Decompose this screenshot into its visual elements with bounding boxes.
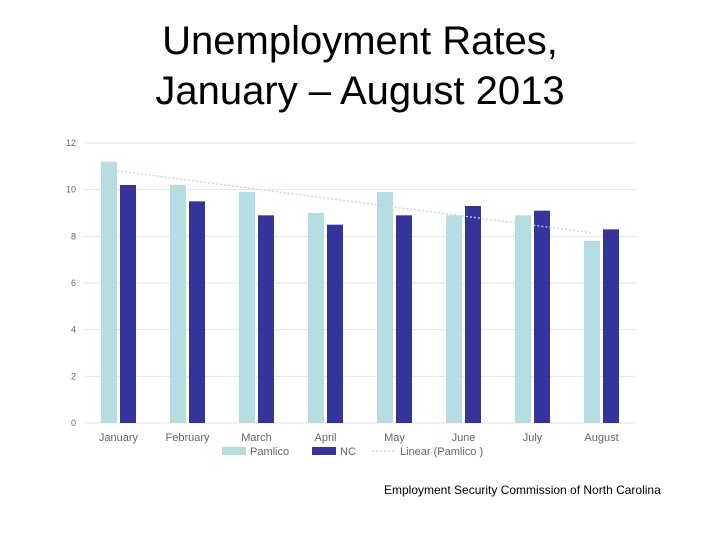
- nc-bar: [534, 210, 550, 423]
- pamlico-bar: [101, 161, 117, 423]
- x-tick-label: April: [314, 432, 336, 444]
- y-tick-label: 6: [71, 278, 76, 288]
- gridlines: [84, 142, 636, 424]
- nc-bar: [603, 229, 619, 423]
- x-tick-label: July: [523, 432, 543, 444]
- legend-nc-swatch: [312, 447, 336, 455]
- bars: [101, 161, 619, 423]
- title-line-2: January – August 2013: [155, 69, 565, 113]
- x-tick-label: May: [384, 432, 405, 444]
- legend-nc-label: NC: [340, 446, 356, 458]
- y-tick-label: 0: [71, 418, 76, 428]
- legend-trendline-label: Linear (Pamlico ): [400, 446, 483, 458]
- x-tick-label: June: [452, 432, 476, 444]
- x-tick-label: March: [241, 432, 272, 444]
- y-tick-label: 4: [71, 325, 76, 335]
- legend: Pamlico NC Linear (Pamlico ): [222, 446, 483, 458]
- trendline: [108, 169, 593, 234]
- y-tick-label: 8: [71, 231, 76, 241]
- legend-trendline: Linear (Pamlico ): [372, 446, 483, 458]
- title-line-1: Unemployment Rates,: [162, 19, 558, 63]
- trendline-layer: [108, 169, 593, 234]
- y-axis-ticks: 0 2 4 6 8 10 12: [66, 138, 76, 428]
- pamlico-bar: [239, 192, 255, 423]
- legend-pamlico-label: Pamlico: [250, 446, 289, 458]
- pamlico-bar: [584, 241, 600, 423]
- slide-title: Unemployment Rates, January – August 201…: [0, 16, 720, 116]
- x-axis-ticks: January February March April May June July Augu…: [99, 432, 619, 444]
- y-tick-label: 12: [66, 138, 76, 148]
- source-credit: Employment Security Commission of North …: [384, 483, 661, 497]
- nc-bar: [465, 206, 481, 423]
- pamlico-bar: [377, 192, 393, 423]
- legend-nc: NC: [312, 446, 356, 458]
- x-tick-label: August: [584, 432, 618, 444]
- y-tick-label: 10: [66, 185, 76, 195]
- pamlico-bar: [515, 215, 531, 423]
- y-tick-label: 2: [71, 371, 76, 381]
- legend-pamlico: Pamlico: [222, 446, 289, 458]
- nc-bar: [327, 224, 343, 423]
- pamlico-bar: [446, 215, 462, 423]
- nc-bar: [258, 215, 274, 423]
- pamlico-bar: [170, 185, 186, 423]
- x-tick-label: January: [99, 432, 139, 444]
- legend-pamlico-swatch: [222, 447, 246, 455]
- nc-bar: [120, 185, 136, 423]
- nc-bar: [396, 215, 412, 423]
- nc-bar: [189, 201, 205, 423]
- pamlico-bar: [308, 213, 324, 423]
- x-tick-label: February: [165, 432, 210, 444]
